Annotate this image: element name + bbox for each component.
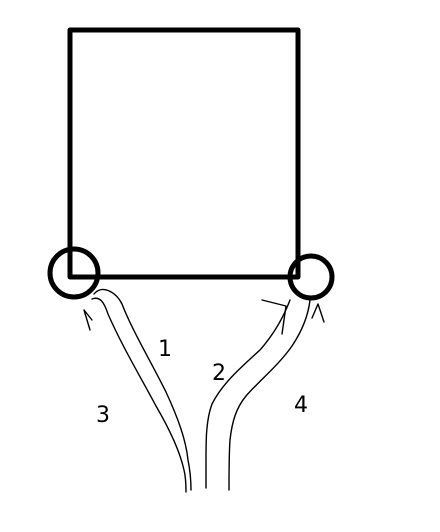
path-line-4 [228, 299, 311, 491]
arrow-tick-left [83, 309, 93, 331]
path-line-3 [91, 297, 187, 493]
arrow-head-2 [261, 299, 287, 335]
circle-left-corner [47, 246, 101, 300]
square [67, 27, 301, 280]
path-label-4: 4 [294, 393, 308, 418]
path-label-1: 1 [158, 337, 172, 362]
path-line-1 [93, 288, 192, 491]
path-label-2: 2 [212, 361, 226, 386]
circle-right-corner [287, 253, 335, 301]
arrow-head-4 [311, 303, 325, 323]
path-label-3: 3 [96, 403, 110, 428]
path-line-2 [205, 299, 291, 489]
